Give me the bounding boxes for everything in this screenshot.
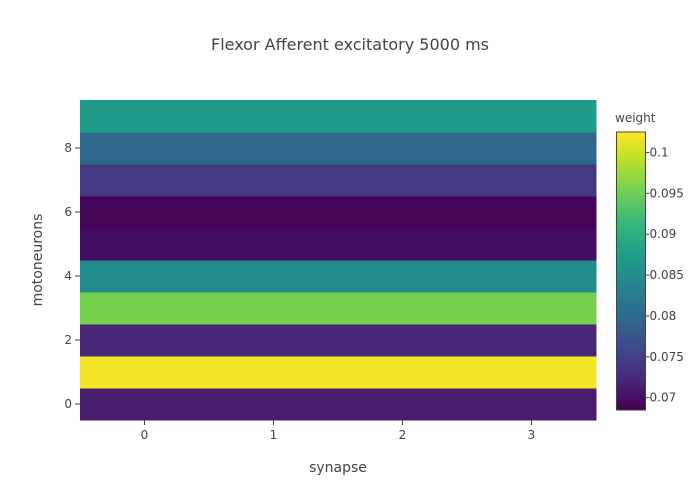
heatmap-cell bbox=[209, 292, 339, 325]
heatmap-cell bbox=[209, 164, 339, 197]
heatmap-cell bbox=[80, 164, 210, 197]
heatmap-cell bbox=[80, 388, 210, 421]
colorbar-title: weight bbox=[615, 111, 656, 125]
colorbar bbox=[616, 131, 646, 411]
heatmap-cell bbox=[209, 228, 339, 261]
x-tick-label: 3 bbox=[528, 428, 536, 442]
heatmap-cell bbox=[80, 228, 210, 261]
y-tick-label: 6 bbox=[64, 205, 72, 219]
heatmap-cell bbox=[467, 132, 597, 165]
heatmap-cell bbox=[338, 388, 468, 421]
y-axis-label: motoneurons bbox=[30, 214, 46, 307]
heatmap-cell bbox=[338, 164, 468, 197]
heatmap-cell bbox=[80, 324, 210, 357]
heatmap-cells bbox=[80, 100, 597, 421]
heatmap-cell bbox=[467, 260, 597, 293]
heatmap-cell bbox=[467, 324, 597, 357]
heatmap-cell bbox=[209, 132, 339, 165]
x-tick-label: 2 bbox=[399, 428, 407, 442]
heatmap-cell bbox=[467, 388, 597, 421]
x-axis-ticks: 0 1 2 3 bbox=[141, 420, 536, 442]
heatmap-cell bbox=[209, 356, 339, 389]
x-tick-label: 1 bbox=[270, 428, 278, 442]
colorbar-tick-label: 0.08 bbox=[650, 309, 677, 323]
heatmap-cell bbox=[80, 132, 210, 165]
heatmap-cell bbox=[80, 260, 210, 293]
heatmap-cell bbox=[338, 324, 468, 357]
heatmap-cell bbox=[467, 356, 597, 389]
heatmap-cell bbox=[338, 100, 468, 133]
y-axis-ticks: 0 2 4 6 8 bbox=[64, 141, 80, 411]
y-tick-label: 8 bbox=[64, 141, 72, 155]
heatmap-cell bbox=[80, 356, 210, 389]
y-tick-label: 0 bbox=[64, 397, 72, 411]
heatmap-cell bbox=[467, 196, 597, 229]
colorbar-ticks: 0.07 0.075 0.08 0.085 0.09 0.095 0.1 bbox=[645, 145, 684, 405]
heatmap-cell bbox=[467, 164, 597, 197]
heatmap-cell bbox=[467, 228, 597, 261]
colorbar-tick-label: 0.09 bbox=[650, 227, 677, 241]
x-tick-label: 0 bbox=[141, 428, 149, 442]
heatmap-cell bbox=[467, 292, 597, 325]
heatmap-cell bbox=[209, 260, 339, 293]
colorbar-tick-label: 0.075 bbox=[650, 350, 684, 364]
heatmap-cell bbox=[209, 324, 339, 357]
heatmap-cell bbox=[209, 100, 339, 133]
colorbar-tick-label: 0.095 bbox=[650, 186, 684, 200]
heatmap-cell bbox=[338, 356, 468, 389]
heatmap-cell bbox=[338, 196, 468, 229]
heatmap-cell bbox=[80, 100, 210, 133]
heatmap-cell bbox=[209, 196, 339, 229]
colorbar-tick-label: 0.07 bbox=[650, 391, 677, 405]
y-tick-label: 2 bbox=[64, 333, 72, 347]
heatmap-cell bbox=[338, 132, 468, 165]
heatmap-cell bbox=[80, 292, 210, 325]
heatmap-cell bbox=[338, 260, 468, 293]
heatmap-cell bbox=[80, 196, 210, 229]
y-tick-label: 4 bbox=[64, 269, 72, 283]
heatmap-cell bbox=[467, 100, 597, 133]
x-axis-label: synapse bbox=[309, 460, 367, 476]
colorbar-tick-label: 0.1 bbox=[650, 145, 669, 159]
heatmap-cell bbox=[338, 292, 468, 325]
heatmap-cell bbox=[338, 228, 468, 261]
colorbar-tick-label: 0.085 bbox=[650, 268, 684, 282]
chart-title: Flexor Afferent excitatory 5000 ms bbox=[211, 35, 489, 54]
heatmap-cell bbox=[209, 388, 339, 421]
